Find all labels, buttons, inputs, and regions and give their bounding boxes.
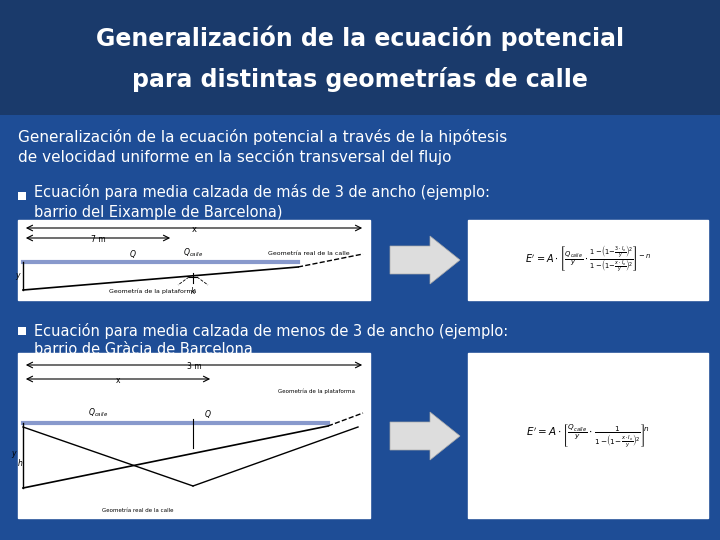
Text: Generalización de la ecuación potencial: Generalización de la ecuación potencial xyxy=(96,25,624,51)
Text: h: h xyxy=(18,458,23,468)
Text: de velocidad uniforme en la sección transversal del flujo: de velocidad uniforme en la sección tran… xyxy=(18,149,451,165)
Bar xyxy=(18,353,370,518)
Text: $E'= A \cdot \left[\frac{Q_{calle}}{y} \cdot \frac{1-\!\left(1\!-\!\frac{3 \cdot: $E'= A \cdot \left[\frac{Q_{calle}}{y} \… xyxy=(525,245,651,275)
Text: $E'= A \cdot \left[\frac{Q_{calle}}{y} \cdot \frac{1}{1-\!\left(1\!-\!\frac{x \c: $E'= A \cdot \left[\frac{Q_{calle}}{y} \… xyxy=(526,422,650,449)
Bar xyxy=(18,192,26,200)
Text: Ecuación para media calzada de menos de 3 de ancho (ejemplo:: Ecuación para media calzada de menos de … xyxy=(34,323,508,339)
Text: 3 m: 3 m xyxy=(186,362,202,371)
Text: x: x xyxy=(192,225,197,234)
Text: $Q_{calle}$: $Q_{calle}$ xyxy=(183,246,203,259)
Text: Ecuación para media calzada de más de 3 de ancho (ejemplo:: Ecuación para media calzada de más de 3 … xyxy=(34,184,490,200)
Text: $Q_{calle}$: $Q_{calle}$ xyxy=(88,407,108,419)
Text: Q: Q xyxy=(130,250,136,259)
Bar xyxy=(468,353,708,518)
Text: y: y xyxy=(12,449,16,457)
Polygon shape xyxy=(390,236,460,284)
Bar xyxy=(18,327,26,335)
Text: para distintas geometrías de calle: para distintas geometrías de calle xyxy=(132,68,588,92)
Text: barrio del Eixample de Barcelona): barrio del Eixample de Barcelona) xyxy=(34,205,282,219)
Text: y: y xyxy=(16,272,20,280)
Text: Geometría de la plataforma: Geometría de la plataforma xyxy=(278,388,355,394)
Bar xyxy=(0,0,720,115)
Bar xyxy=(468,220,708,300)
Text: Geometría de la plataforma: Geometría de la plataforma xyxy=(109,288,197,294)
Bar xyxy=(0,115,720,540)
Bar xyxy=(18,220,370,300)
Text: Geometría real de la calle: Geometría real de la calle xyxy=(102,508,174,513)
Polygon shape xyxy=(390,412,460,460)
Text: Generalización de la ecuación potencial a través de la hipótesis: Generalización de la ecuación potencial … xyxy=(18,129,508,145)
Text: k: k xyxy=(191,287,195,296)
Text: Geometría real de la calle: Geometría real de la calle xyxy=(268,251,350,256)
Text: 7 m: 7 m xyxy=(91,235,105,244)
Text: x: x xyxy=(116,376,120,385)
Text: barrio de Gràcia de Barcelona: barrio de Gràcia de Barcelona xyxy=(34,341,253,356)
Text: Q: Q xyxy=(205,410,211,419)
